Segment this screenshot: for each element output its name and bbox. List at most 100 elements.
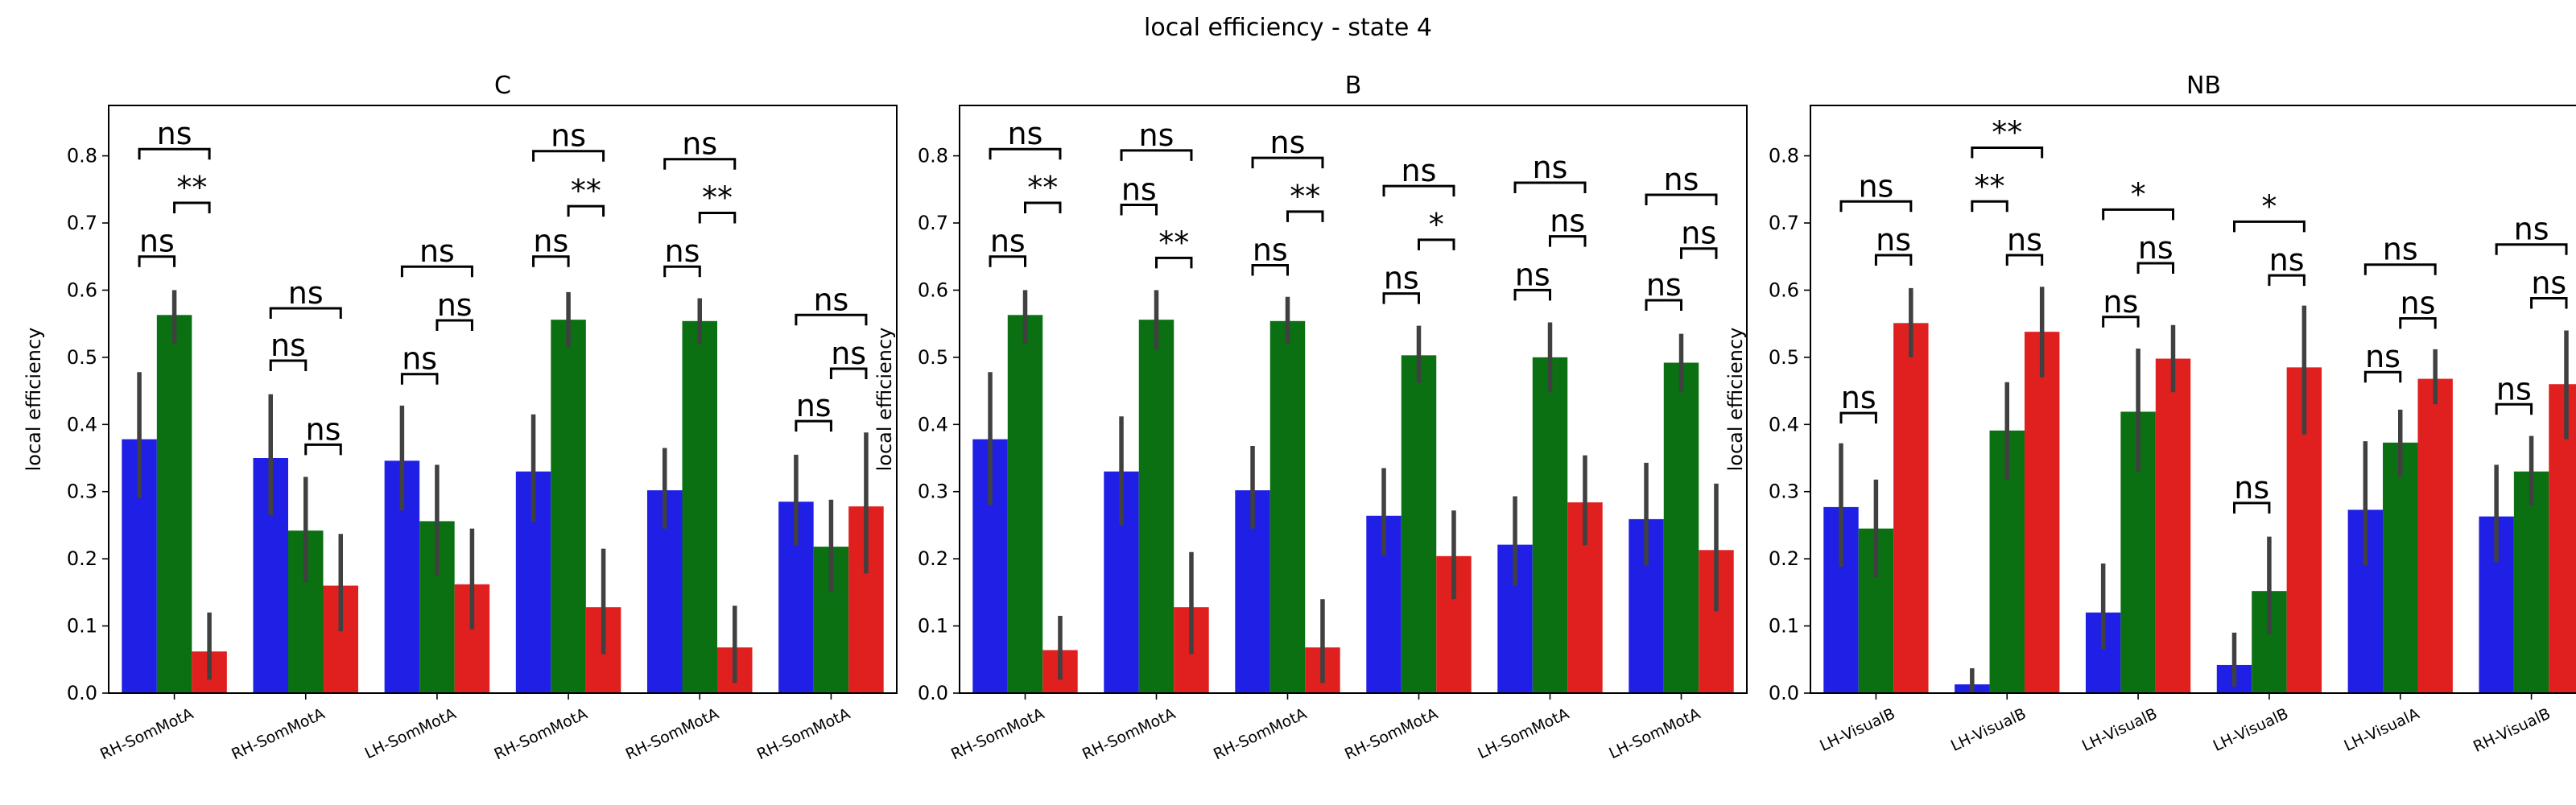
y-axis-label: local efficiency — [873, 328, 896, 472]
plot-frame — [1810, 105, 2576, 694]
significance-bracket — [2136, 262, 2175, 275]
significance-bracket — [269, 359, 308, 372]
significance-label: ns — [796, 388, 832, 423]
significance-bracket — [2363, 263, 2437, 275]
x-tick-label: LH-VisualA — [2342, 705, 2422, 755]
x-tick-label: LH-SomMotA — [362, 705, 459, 763]
y-tick-label: 0.7 — [1769, 212, 1799, 234]
significance-label: ** — [702, 180, 733, 215]
significance-bracket — [1839, 411, 1877, 424]
significance-bracket — [2232, 502, 2271, 514]
x-tick-label: RH-SomMotA — [948, 705, 1047, 764]
bar — [2417, 378, 2453, 693]
significance-label: ns — [1402, 153, 1437, 188]
y-tick-label: 0.7 — [918, 212, 948, 234]
significance-bracket — [1549, 235, 1587, 247]
y-tick-label: 0.2 — [67, 547, 97, 570]
significance-bracket — [2102, 208, 2175, 221]
y-tick-label: 0.3 — [918, 481, 948, 503]
significance-bracket — [138, 147, 211, 160]
y-tick-label: 0.7 — [67, 212, 97, 234]
significance-label: ns — [2269, 242, 2305, 278]
significance-label: ** — [1290, 179, 1320, 214]
significance-bracket — [1513, 288, 1551, 301]
y-tick-label: 0.3 — [67, 481, 97, 503]
significance-bracket — [2268, 274, 2306, 287]
y-tick-label: 0.1 — [1769, 615, 1799, 638]
y-tick-label: 0.4 — [67, 413, 97, 436]
x-tick-label: RH-VisualB — [2471, 705, 2553, 756]
plot-frame — [108, 105, 898, 694]
significance-label: ns — [1646, 267, 1682, 303]
significance-bracket — [532, 150, 605, 162]
y-tick-label: 0.8 — [1769, 145, 1799, 167]
significance-bracket — [1251, 264, 1289, 276]
bar — [2513, 471, 2549, 693]
x-tick-label: RH-SomMotA — [1211, 705, 1310, 764]
significance-label: ** — [176, 170, 207, 205]
significance-label: ns — [2138, 230, 2174, 266]
y-tick-label: 0.4 — [1769, 413, 1799, 436]
y-axis-label: local efficiency — [23, 328, 45, 472]
significance-label: ns — [665, 233, 700, 269]
significance-bracket — [829, 367, 868, 380]
y-tick-label: 0.4 — [918, 413, 948, 436]
y-tick-label: 0.8 — [918, 145, 948, 167]
significance-label: ns — [419, 233, 455, 269]
significance-bracket — [400, 265, 473, 278]
significance-bracket — [1874, 254, 1913, 266]
significance-bracket — [1155, 256, 1193, 269]
significance-bracket — [2495, 243, 2568, 255]
plot-frame — [959, 105, 1748, 694]
significance-label: ns — [813, 282, 848, 317]
significance-label: ns — [1841, 380, 1876, 415]
significance-bracket — [1680, 247, 1718, 259]
significance-label: ** — [1992, 115, 2022, 151]
significance-label: ns — [2383, 232, 2418, 267]
significance-label: ns — [2531, 265, 2566, 300]
significance-bracket — [1513, 181, 1587, 193]
significance-label: * — [2261, 188, 2277, 224]
significance-label: ns — [682, 126, 717, 162]
y-tick-label: 0.2 — [918, 547, 948, 570]
x-tick-label: RH-SomMotA — [97, 705, 196, 764]
significance-bracket — [1971, 200, 2008, 213]
significance-label: ns — [2401, 285, 2436, 320]
significance-label: ns — [2365, 339, 2401, 374]
y-tick-label: 0.6 — [67, 279, 97, 301]
x-tick-label: RH-SomMotA — [623, 705, 722, 764]
significance-label: ns — [1270, 125, 1306, 160]
significance-bracket — [2005, 254, 2044, 266]
significance-bracket — [1120, 149, 1193, 161]
significance-bracket — [1382, 292, 1420, 304]
significance-bracket — [1382, 184, 1455, 197]
significance-bracket — [2399, 316, 2437, 329]
bar — [1007, 315, 1043, 693]
x-tick-label: LH-VisualB — [1817, 705, 1897, 755]
y-tick-label: 0.6 — [918, 279, 948, 301]
chart-panel-nb: NB local efficiency 0.0 0.1 0.2 0.3 0.4 0.5 0.6 0… — [1724, 72, 2576, 756]
significance-bracket — [400, 373, 439, 385]
y-tick-label: 0.3 — [1769, 481, 1799, 503]
significance-label: ns — [1121, 171, 1157, 207]
significance-bracket — [1418, 238, 1455, 250]
y-axis-label: local efficiency — [1724, 328, 1747, 472]
significance-label: ns — [402, 341, 437, 377]
significance-label: ns — [2103, 284, 2138, 320]
significance-bracket — [269, 307, 342, 319]
y-tick-label: 0.5 — [918, 346, 948, 369]
y-tick-label: 0.5 — [1769, 346, 1799, 369]
x-tick-label: RH-SomMotA — [754, 705, 853, 764]
significance-bracket — [1645, 299, 1682, 311]
significance-label: ns — [139, 224, 175, 259]
y-tick-label: 0.2 — [1769, 547, 1799, 570]
y-tick-label: 0.1 — [67, 615, 97, 638]
significance-label: ns — [831, 336, 866, 371]
x-tick-label: RH-SomMotA — [1080, 705, 1179, 764]
significance-bracket — [1971, 147, 2044, 159]
bar — [1532, 357, 1568, 693]
